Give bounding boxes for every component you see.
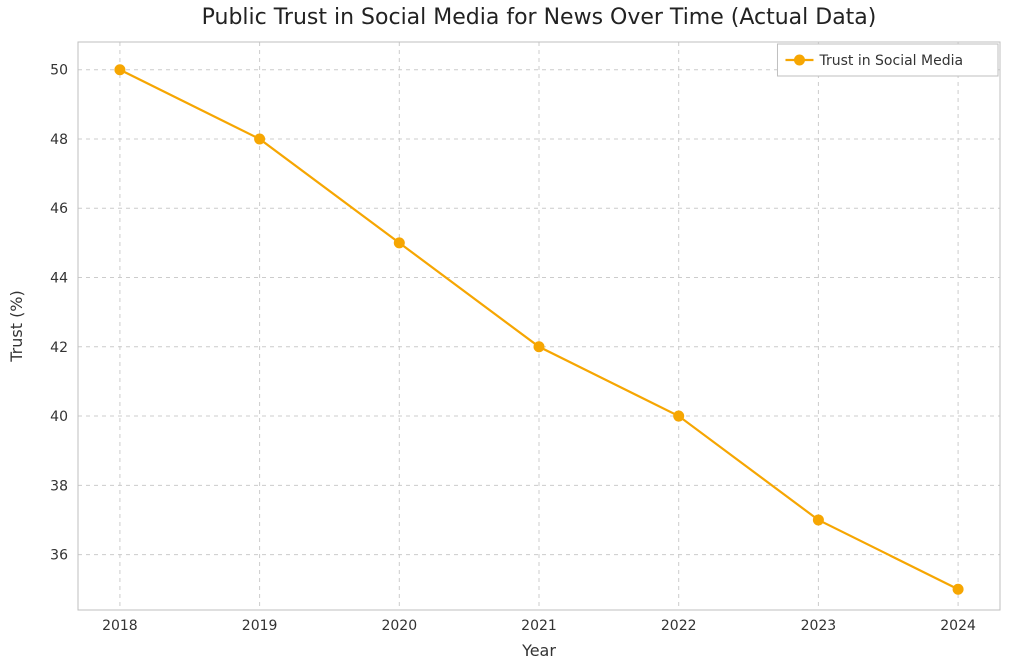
legend: Trust in Social Media: [777, 44, 998, 76]
data-point: [674, 411, 684, 421]
x-tick-label: 2024: [940, 618, 976, 634]
data-point: [394, 238, 404, 248]
chart-title: Public Trust in Social Media for News Ov…: [202, 5, 877, 30]
data-point: [813, 515, 823, 525]
x-tick-label: 2022: [661, 618, 697, 634]
y-axis-label: Trust (%): [7, 290, 26, 363]
y-tick-label: 40: [50, 409, 68, 425]
y-tick-label: 44: [50, 271, 68, 287]
legend-series-label: Trust in Social Media: [818, 53, 963, 69]
y-tick-label: 38: [50, 478, 68, 494]
data-point: [953, 584, 963, 594]
chart-background: [0, 0, 1024, 669]
y-tick-label: 46: [50, 201, 68, 217]
x-tick-label: 2023: [801, 618, 837, 634]
data-point: [255, 134, 265, 144]
data-point: [115, 65, 125, 75]
x-tick-label: 2021: [521, 618, 557, 634]
legend-series-marker-icon: [794, 55, 804, 65]
chart-svg: 2018 2019 2020 2021 2022 2023 2024 36 38 40 42 44 4…: [0, 0, 1024, 669]
y-tick-label: 42: [50, 340, 68, 356]
x-tick-label: 2019: [242, 618, 278, 634]
y-tick-label: 50: [50, 63, 68, 79]
x-axis-label: Year: [521, 641, 556, 660]
y-tick-label: 36: [50, 548, 68, 564]
x-tick-label: 2018: [102, 618, 138, 634]
data-point: [534, 342, 544, 352]
chart-container: 2018 2019 2020 2021 2022 2023 2024 36 38 40 42 44 4…: [0, 0, 1024, 669]
x-tick-label: 2020: [381, 618, 417, 634]
y-tick-label: 48: [50, 132, 68, 148]
